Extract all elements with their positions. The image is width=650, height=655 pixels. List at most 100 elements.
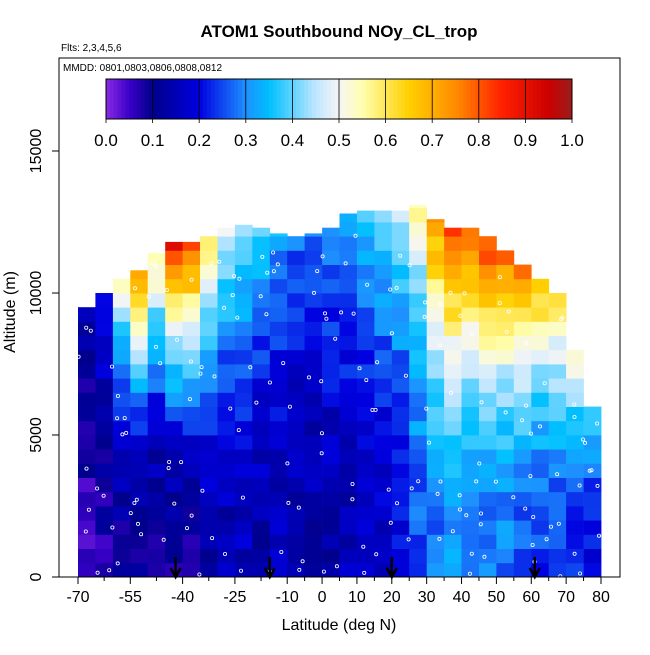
colorbar-segment [393, 79, 398, 119]
sample-point [578, 571, 583, 576]
heatmap-cell [339, 335, 358, 351]
y-tick-label: 0 [28, 572, 45, 581]
heatmap-cell [391, 562, 410, 578]
heatmap-cell [217, 264, 236, 280]
sample-point [172, 501, 177, 506]
heatmap-cell [548, 321, 567, 336]
heatmap-cell [426, 321, 445, 336]
heatmap-cell [165, 307, 183, 322]
heatmap-cell [339, 435, 358, 450]
heatmap-cell [147, 392, 166, 407]
sample-point [228, 406, 233, 411]
colorbar-segment [280, 79, 286, 119]
heatmap-cell [200, 335, 218, 351]
heatmap-cell [182, 278, 201, 294]
heatmap-cell [147, 463, 166, 478]
colorbar-segment [199, 79, 204, 119]
colorbar-segment [238, 79, 243, 119]
heatmap-cell [548, 491, 567, 507]
sample-point [388, 520, 393, 525]
colorbar-segment [148, 79, 154, 119]
sample-point [296, 505, 301, 510]
heatmap-cell [426, 477, 445, 493]
heatmap-cell [252, 321, 271, 336]
heatmap-cell [461, 364, 480, 379]
heatmap-cell [304, 250, 323, 265]
heatmap-cell [513, 406, 532, 422]
heatmap-cell [269, 364, 288, 379]
colorbar-segment [405, 79, 410, 119]
colorbar-segment [331, 79, 336, 119]
heatmap-cell [287, 349, 305, 365]
sample-point [158, 361, 163, 366]
colorbar-segment [370, 79, 375, 119]
heatmap-cell [496, 562, 515, 578]
heatmap-cell [374, 534, 393, 549]
colorbar-segment [175, 79, 181, 119]
colorbar-segment [540, 79, 546, 119]
heatmap-cell [444, 335, 462, 351]
colorbar-segment [556, 79, 561, 119]
heatmap-cell [479, 534, 497, 549]
heatmap-cell [409, 222, 427, 237]
sample-point [265, 270, 270, 275]
heatmap-cell [461, 449, 480, 464]
heatmap-cell [78, 477, 96, 493]
sample-point [139, 532, 144, 537]
heatmap-cell [461, 520, 480, 535]
x-tick-label: 70 [557, 589, 575, 606]
heatmap-cell [409, 364, 427, 379]
heatmap-cell [234, 562, 253, 578]
heatmap-cell [496, 420, 515, 436]
colorbar-segment [222, 79, 227, 119]
colorbar-segment [346, 79, 352, 119]
heatmap-cell [513, 477, 532, 493]
x-tick-label: 80 [592, 589, 610, 606]
sample-point [477, 461, 482, 466]
heatmap-cell [461, 491, 480, 507]
colorbar-segment [327, 79, 332, 119]
sample-point [386, 487, 391, 492]
heatmap-cell [252, 520, 271, 535]
heatmap-cell [287, 463, 305, 478]
colorbar-segment [544, 79, 550, 119]
heatmap-cell [548, 349, 567, 365]
heatmap-cell [95, 435, 114, 450]
sample-point [174, 337, 179, 342]
sample-point [161, 537, 166, 542]
colorbar-tick-label: 0.0 [94, 131, 118, 150]
heatmap-cell [426, 264, 445, 280]
heatmap-cell [269, 520, 288, 535]
sample-point [187, 397, 192, 402]
heatmap-cell [130, 307, 149, 322]
colorbar-segment [354, 79, 359, 119]
heatmap-cell [234, 224, 253, 237]
heatmap-cell [322, 392, 340, 407]
heatmap-cell [461, 420, 480, 436]
heatmap-cell [409, 420, 427, 436]
heatmap-cell [444, 534, 462, 549]
sample-point [503, 410, 508, 415]
sample-point [435, 491, 440, 496]
sample-point [281, 361, 286, 366]
heatmap-cell [234, 520, 253, 535]
heatmap-cell [269, 233, 288, 237]
heatmap-cell [322, 420, 340, 436]
heatmap-cell [496, 349, 515, 365]
heatmap-cell [304, 520, 323, 535]
heatmap-cell [548, 335, 567, 351]
sample-point [319, 451, 324, 456]
heatmap-cell [234, 548, 253, 564]
heatmap-cell [356, 222, 375, 237]
sample-point [416, 479, 421, 484]
sample-point [154, 264, 159, 269]
heatmap-cell [130, 321, 149, 336]
sample-point [438, 343, 443, 348]
dates-label: MMDD: 0801,0803,0806,0808,0812 [63, 63, 222, 74]
sample-point [438, 302, 443, 307]
colorbar-tick-label: 0.7 [420, 131, 444, 150]
heatmap-cell [182, 250, 201, 265]
heatmap-cell [479, 449, 497, 464]
heatmap-cell [78, 349, 96, 365]
sample-point [300, 559, 305, 564]
